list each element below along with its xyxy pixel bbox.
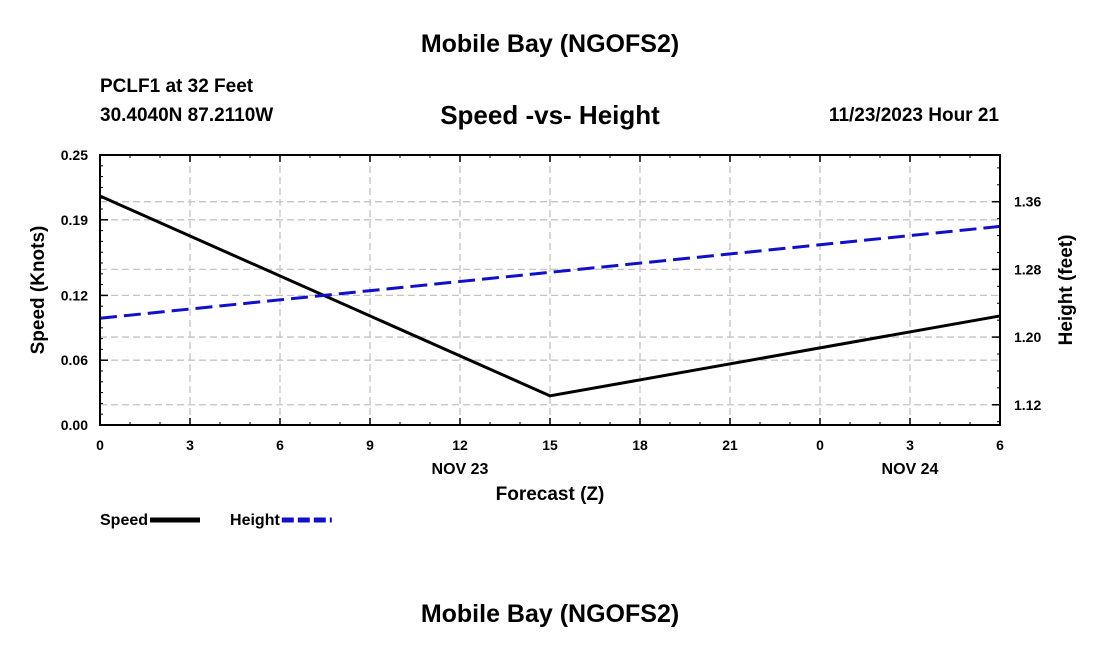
- date-label: NOV 23: [432, 461, 489, 478]
- y-tick-label: 0.12: [61, 287, 88, 303]
- footer-title: Mobile Bay (NGOFS2): [420, 600, 680, 628]
- x-tick-label: 3: [906, 437, 914, 453]
- legend: Speed Height: [100, 512, 332, 529]
- x-tick-label: 0: [96, 437, 104, 453]
- x-tick-label: 0: [816, 437, 824, 453]
- legend-label: Height: [230, 512, 280, 529]
- x-tick-label: 18: [632, 437, 648, 453]
- y2-axis-title: Height (feet): [1056, 235, 1077, 346]
- y-tick-label: 0.00: [61, 417, 88, 433]
- forecast-datetime: 11/23/2023 Hour 21: [828, 105, 999, 126]
- plot-frame: [99, 154, 1001, 426]
- station-coordinates: 30.4040N 87.2110W: [100, 105, 274, 126]
- x-tick-label: 3: [186, 437, 194, 453]
- y2-tick-label: 1.36: [1014, 194, 1041, 210]
- x-tick-label: 6: [996, 437, 1004, 453]
- y-tick-label: 0.06: [61, 352, 88, 368]
- chart-title: Mobile Bay (NGOFS2): [420, 30, 680, 58]
- x-tick-label: 21: [722, 437, 738, 453]
- y2-tick-label: 1.20: [1014, 329, 1041, 345]
- y2-tick-label: 1.12: [1014, 397, 1041, 413]
- y2-tick-label: 1.28: [1014, 261, 1041, 277]
- y-tick-label: 0.19: [61, 212, 88, 228]
- x-tick-label: 15: [542, 437, 558, 453]
- axis-labels: 0 3 6 9 12 15 18 21 0 3 6 NOV 23 NOV 24 0.00 0.06 0.12 0…: [61, 147, 1042, 478]
- speed-height-chart: 0 3 6 9 12 15 18 21 0 3 6 NOV 23 NOV 24 0.00 0.06 0.12 0…: [28, 147, 1077, 529]
- date-label: NOV 24: [882, 461, 939, 478]
- series-line-speed: [99, 194, 1001, 398]
- series-layer: [99, 194, 1001, 398]
- grid-lines: [100, 155, 1000, 425]
- legend-label: Speed: [100, 512, 148, 529]
- x-tick-label: 12: [452, 437, 468, 453]
- y-tick-label: 0.25: [61, 147, 88, 163]
- x-axis-title: Forecast (Z): [496, 484, 605, 505]
- series-line-height: [99, 224, 1001, 320]
- x-tick-label: 9: [366, 437, 374, 453]
- station-label: PCLF1 at 32 Feet: [100, 76, 254, 97]
- y-axis-title: Speed (Knots): [28, 226, 49, 355]
- x-tick-label: 6: [276, 437, 284, 453]
- chart-subtitle: Speed -vs- Height: [440, 100, 660, 130]
